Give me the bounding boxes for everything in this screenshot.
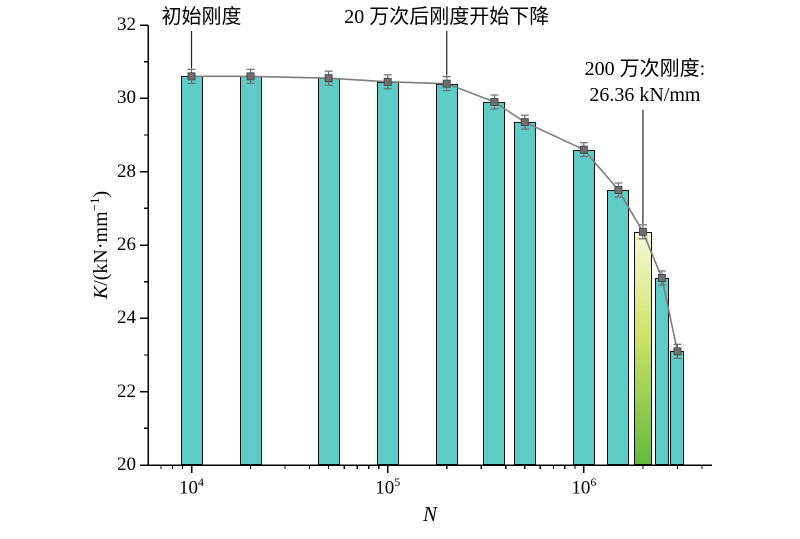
y-tick-label: 28 — [117, 160, 136, 182]
y-tick-label: 22 — [117, 380, 136, 402]
annotation-text: 200 万次刚度: 26.36 kN/mm — [584, 58, 706, 106]
data-marker — [614, 186, 623, 194]
x-tick-label: 104 — [179, 475, 205, 499]
x-tick-label: 105 — [375, 475, 401, 499]
y-tick-label: 30 — [117, 87, 136, 109]
y-axis-label: K/(kN·mm−1) — [87, 191, 113, 299]
x-axis-label: N — [423, 502, 437, 527]
trend-line — [191, 75, 679, 352]
y-tick-label: 32 — [117, 14, 136, 35]
data-marker — [324, 74, 333, 83]
annotation-text: 初始刚度 — [161, 6, 242, 28]
y-tick-label: 20 — [117, 454, 136, 475]
data-marker — [442, 79, 451, 88]
y-axis-label-symbol: K — [89, 285, 112, 300]
data-marker — [520, 118, 529, 127]
data-marker — [490, 98, 499, 106]
y-axis-label-exponent: −1 — [87, 197, 103, 212]
data-marker — [246, 72, 255, 81]
y-tick-label: 26 — [117, 234, 136, 255]
x-axis-label-symbol: N — [422, 502, 438, 526]
annotation-text: 20 万次后刚度开始下降 — [344, 6, 550, 28]
x-tick-label: 106 — [571, 475, 597, 499]
data-marker — [383, 77, 392, 86]
y-axis-label-unit: /(kN·mm — [89, 211, 112, 286]
data-marker — [638, 227, 647, 236]
y-tick-label: 24 — [117, 307, 136, 329]
data-marker — [657, 274, 666, 282]
data-marker — [673, 347, 682, 356]
data-marker — [579, 145, 588, 154]
data-marker — [187, 72, 196, 81]
y-axis-label-close: ) — [89, 190, 112, 198]
